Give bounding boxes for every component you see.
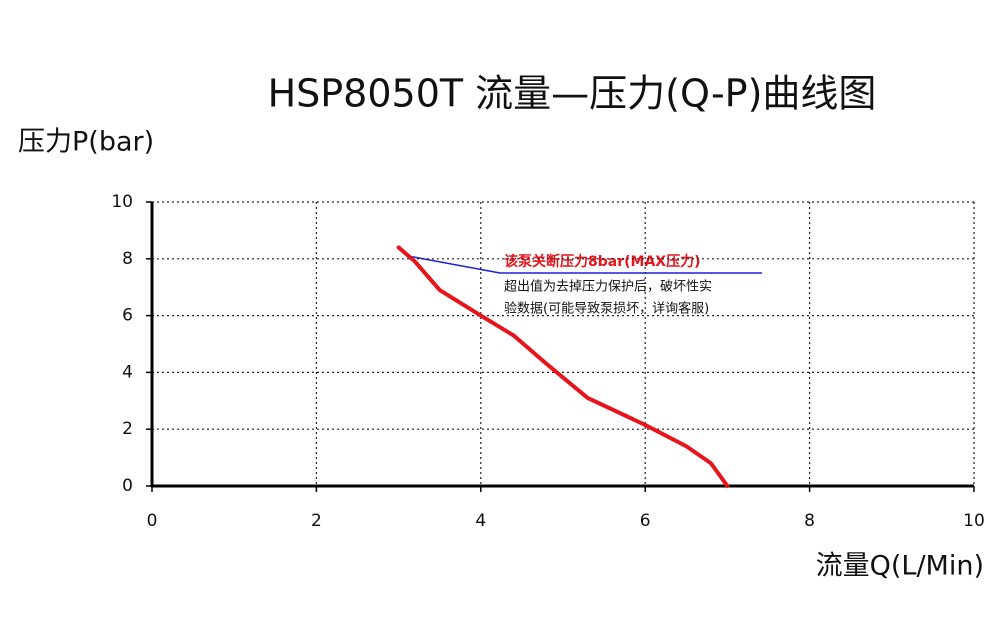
- x-axis-label: 流量Q(L/Min): [816, 551, 984, 582]
- annotation-leader: [407, 255, 762, 274]
- y-tick-label: 8: [122, 249, 133, 269]
- x-tick-label: 8: [804, 511, 815, 531]
- y-tick-label: 2: [122, 419, 133, 439]
- y-tick-label: 0: [122, 476, 133, 496]
- x-tick-label: 0: [147, 511, 158, 531]
- annotation-title: 该泵关断压力8bar(MAX压力): [504, 253, 700, 270]
- y-tick-label: 6: [122, 306, 133, 326]
- curve: [396, 245, 730, 488]
- y-axis-label: 压力P(bar): [18, 127, 154, 158]
- y-tick-label: 10: [111, 192, 133, 212]
- x-tick-label: 4: [475, 511, 486, 531]
- x-tick-label: 2: [311, 511, 322, 531]
- x-tick-label: 10: [963, 511, 985, 531]
- annotation-note: 超出值为去掉压力保护后，破坏性实: [504, 279, 712, 295]
- annotation-note: 验数据(可能导致泵损坏，详询客服): [504, 301, 709, 317]
- x-tick-label: 6: [640, 511, 651, 531]
- chart-title: HSP8050T 流量—压力(Q-P)曲线图: [268, 72, 877, 116]
- y-tick-label: 4: [122, 362, 133, 382]
